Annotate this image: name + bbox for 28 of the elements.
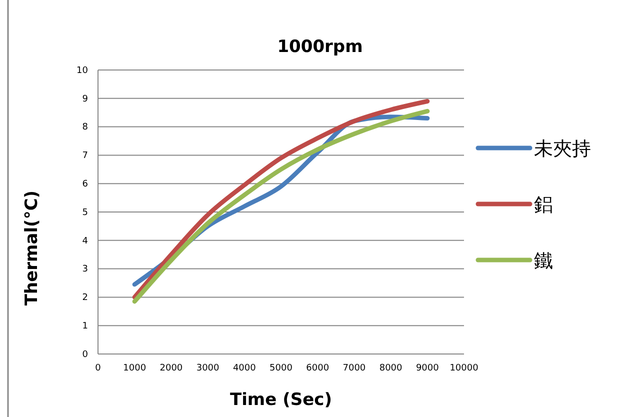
- y-tick-label: 7: [82, 151, 88, 162]
- x-tick-label: 0: [95, 363, 102, 374]
- x-tick-label: 8000: [379, 363, 403, 374]
- x-tick-label: 2000: [160, 363, 183, 374]
- chart-title: 1000rpm: [277, 37, 363, 57]
- y-tick-label: 5: [82, 208, 88, 218]
- x-tick-label: 5000: [270, 363, 293, 374]
- y-tick-label: 3: [82, 264, 88, 275]
- y-tick-label: 8: [82, 122, 88, 133]
- y-tick-label: 6: [82, 179, 88, 190]
- legend-label: 鋁: [534, 194, 553, 216]
- y-tick-label: 0: [82, 350, 88, 360]
- x-axis-title: Time (Sec): [230, 390, 332, 410]
- x-tick-label: 6000: [306, 363, 330, 374]
- y-axis-title: Thermal(°C): [22, 190, 42, 306]
- y-tick-label: 4: [82, 236, 88, 246]
- x-tick-label: 10000: [450, 363, 479, 374]
- y-tick-label: 1: [82, 321, 88, 332]
- x-tick-label: 1000: [123, 363, 146, 374]
- x-tick-label: 9000: [416, 363, 440, 374]
- legend-label: 未夾持: [534, 138, 591, 160]
- x-tick-label: 4000: [232, 363, 256, 374]
- y-tick-label: 9: [82, 94, 88, 104]
- x-tick-label: 7000: [342, 363, 366, 374]
- y-tick-label: 10: [76, 66, 88, 76]
- y-tick-label: 2: [82, 293, 88, 304]
- x-tick-label: 3000: [196, 363, 220, 374]
- legend-label: 鐵: [534, 250, 553, 272]
